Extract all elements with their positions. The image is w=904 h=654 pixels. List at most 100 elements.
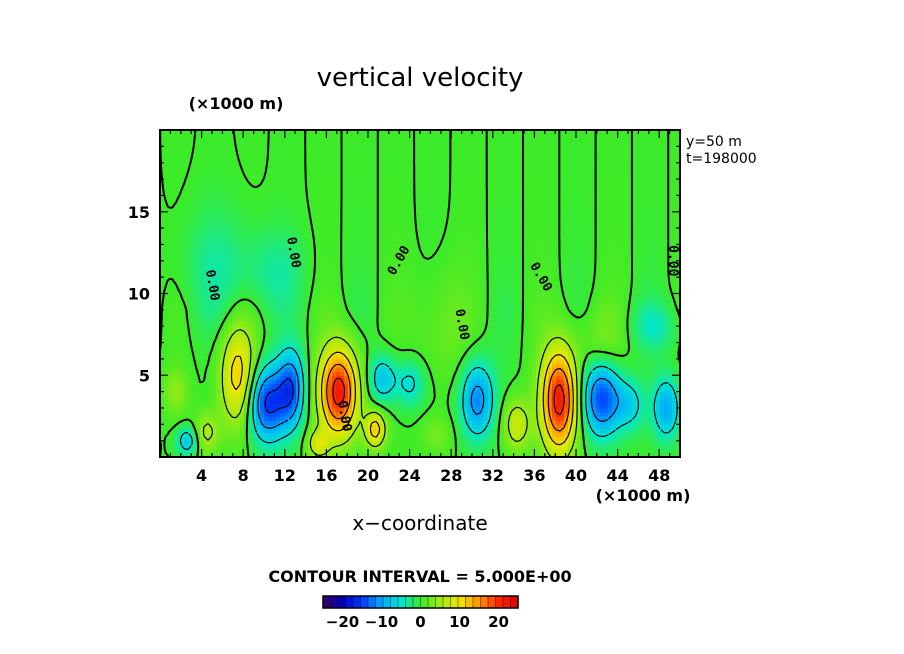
heatmap-cell bbox=[488, 371, 493, 376]
heatmap-cell bbox=[420, 375, 425, 380]
heatmap-cell bbox=[416, 444, 421, 450]
heatmap-cell bbox=[616, 358, 621, 364]
heatmap-cell bbox=[420, 367, 425, 372]
heatmap-cell bbox=[176, 318, 181, 323]
heatmap-cell bbox=[392, 322, 397, 327]
heatmap-cell bbox=[232, 452, 237, 457]
heatmap-cell bbox=[180, 383, 185, 389]
heatmap-cell bbox=[372, 338, 377, 344]
heatmap-cell bbox=[536, 371, 541, 376]
heatmap-cell bbox=[264, 342, 269, 348]
heatmap-cell bbox=[480, 375, 485, 380]
heatmap-cell bbox=[632, 436, 637, 442]
heatmap-cell bbox=[508, 440, 513, 446]
heatmap-cell bbox=[516, 301, 521, 307]
heatmap-cell bbox=[340, 452, 345, 457]
heatmap-cell bbox=[456, 338, 461, 344]
heatmap-cell bbox=[300, 322, 305, 327]
heatmap-cell bbox=[568, 358, 573, 364]
heatmap-cell bbox=[200, 416, 205, 421]
heatmap-cell bbox=[276, 424, 281, 429]
heatmap-cell bbox=[492, 309, 497, 315]
heatmap-cell bbox=[396, 399, 401, 405]
heatmap-cell bbox=[192, 297, 197, 303]
heatmap-cell bbox=[212, 305, 217, 311]
heatmap-cell bbox=[536, 432, 541, 438]
heatmap-cell bbox=[632, 371, 637, 376]
heatmap-cell bbox=[600, 342, 605, 348]
heatmap-cell bbox=[452, 403, 457, 409]
heatmap-cell bbox=[168, 334, 173, 340]
heatmap-cell bbox=[400, 416, 405, 421]
heatmap-cell bbox=[268, 387, 273, 393]
heatmap-cell bbox=[664, 346, 669, 352]
heatmap-cell bbox=[324, 403, 329, 409]
heatmap-cell bbox=[552, 436, 557, 442]
heatmap-cell bbox=[216, 407, 221, 413]
heatmap-cell bbox=[336, 383, 341, 389]
heatmap-cell bbox=[528, 395, 533, 401]
heatmap-cell bbox=[632, 305, 637, 311]
heatmap-cell bbox=[540, 452, 545, 457]
heatmap-cell bbox=[476, 354, 481, 360]
heatmap-cell bbox=[212, 375, 217, 380]
heatmap-cell bbox=[648, 318, 653, 323]
heatmap-cell bbox=[532, 379, 537, 385]
heatmap-cell bbox=[360, 305, 365, 311]
heatmap-cell bbox=[544, 318, 549, 323]
heatmap-cell bbox=[292, 318, 297, 323]
heatmap-cell bbox=[504, 326, 509, 331]
heatmap-cell bbox=[272, 313, 277, 319]
heatmap-cell bbox=[164, 416, 169, 421]
heatmap-cell bbox=[668, 436, 673, 442]
heatmap-cell bbox=[672, 436, 677, 442]
heatmap-cell bbox=[284, 383, 289, 389]
heatmap-cell bbox=[332, 452, 337, 457]
heatmap-cell bbox=[196, 309, 201, 315]
heatmap-cell bbox=[492, 371, 497, 376]
heatmap-cell bbox=[252, 305, 257, 311]
heatmap-cell bbox=[460, 309, 465, 315]
heatmap-cell bbox=[332, 318, 337, 323]
heatmap-cell bbox=[388, 395, 393, 401]
heatmap-cell bbox=[492, 301, 497, 307]
heatmap-cell bbox=[184, 448, 189, 454]
heatmap-cell bbox=[644, 375, 649, 380]
heatmap-cell bbox=[504, 301, 509, 307]
heatmap-cell bbox=[424, 371, 429, 376]
heatmap-cell bbox=[528, 346, 533, 352]
heatmap-cell bbox=[668, 338, 673, 344]
heatmap-cell bbox=[164, 379, 169, 385]
heatmap-cell bbox=[276, 432, 281, 438]
heatmap-cell bbox=[392, 342, 397, 348]
heatmap-cell bbox=[320, 448, 325, 454]
heatmap-cell bbox=[272, 407, 277, 413]
heatmap-cell bbox=[492, 452, 497, 457]
heatmap-cell bbox=[388, 403, 393, 409]
heatmap-cell bbox=[500, 334, 505, 340]
heatmap-cell bbox=[316, 354, 321, 360]
heatmap-cell bbox=[312, 399, 317, 405]
heatmap-cell bbox=[416, 399, 421, 405]
heatmap-cell bbox=[284, 318, 289, 323]
heatmap-cell bbox=[316, 407, 321, 413]
heatmap-cell bbox=[280, 338, 285, 344]
heatmap-cell bbox=[584, 371, 589, 376]
heatmap-cell bbox=[476, 395, 481, 401]
heatmap-cell bbox=[284, 305, 289, 311]
heatmap-cell bbox=[272, 428, 277, 434]
heatmap-cell bbox=[472, 309, 477, 315]
heatmap-cell bbox=[356, 371, 361, 376]
heatmap-cell bbox=[656, 407, 661, 413]
heatmap-cell bbox=[172, 436, 177, 442]
heatmap-cell bbox=[656, 338, 661, 344]
heatmap-cell bbox=[472, 362, 477, 368]
heatmap-cell bbox=[468, 346, 473, 352]
heatmap-cell bbox=[224, 428, 229, 434]
heatmap-cell bbox=[200, 301, 205, 307]
heatmap-cell bbox=[196, 313, 201, 319]
heatmap-cell bbox=[612, 391, 617, 397]
heatmap-cell bbox=[324, 358, 329, 364]
heatmap-cell bbox=[260, 371, 265, 376]
heatmap-cell bbox=[484, 412, 489, 417]
